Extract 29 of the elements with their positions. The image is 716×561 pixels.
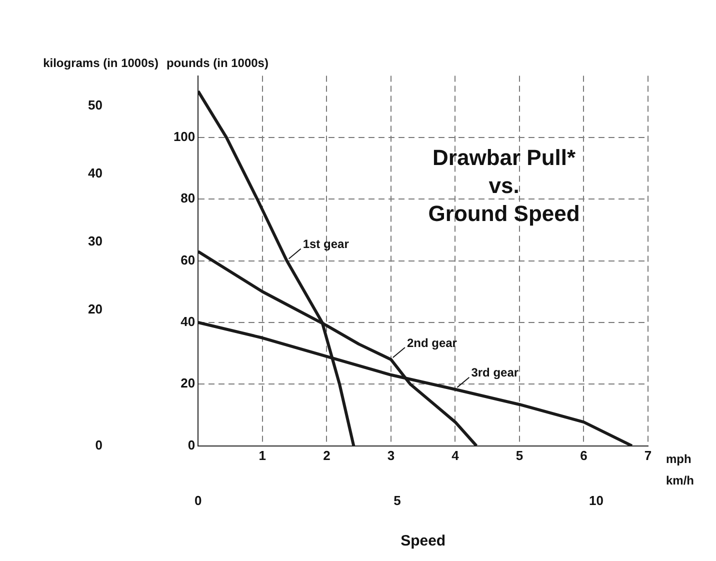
y-tick-label: 40 xyxy=(180,314,196,330)
x-axis-title: mph xyxy=(666,452,692,466)
x2-tick-label: 5 xyxy=(394,492,401,508)
x2-axis-title: km/h xyxy=(666,474,694,488)
text: Drawbar Pull* vs. Ground Speed xyxy=(428,144,580,226)
y2-tick-label: 40 xyxy=(88,165,102,180)
y-tick-label: 80 xyxy=(180,190,196,206)
y2-tick-label: 20 xyxy=(88,301,102,316)
y-tick-label: 0 xyxy=(188,437,196,452)
text: Speed xyxy=(400,532,446,550)
x-tick-label: 1 xyxy=(258,448,266,464)
y-axis-title: pounds (in 1000s) xyxy=(166,56,268,70)
y2-tick-label: 0 xyxy=(95,437,102,452)
y-tick-label: 20 xyxy=(180,376,196,391)
y-tick-label: 60 xyxy=(180,252,196,268)
series-label: 1st gear xyxy=(302,237,350,252)
x-tick-label: 5 xyxy=(516,448,524,464)
x-tick-label: 7 xyxy=(644,448,652,464)
x-tick-label: 2 xyxy=(323,448,330,464)
y2-axis-title: kilograms (in 1000s) xyxy=(43,56,158,70)
x-tick-label: 4 xyxy=(452,448,460,464)
y2-tick-label: 30 xyxy=(88,233,102,248)
x2-tick-label: 10 xyxy=(589,492,604,508)
x-tick-label: 3 xyxy=(387,448,395,464)
y2-tick-label: 50 xyxy=(88,97,102,112)
x-tick-label: 6 xyxy=(580,448,588,464)
series-label: 3rd gear xyxy=(471,366,519,380)
series-label: 2nd gear xyxy=(406,336,458,350)
y-tick-label: 100 xyxy=(173,129,196,144)
